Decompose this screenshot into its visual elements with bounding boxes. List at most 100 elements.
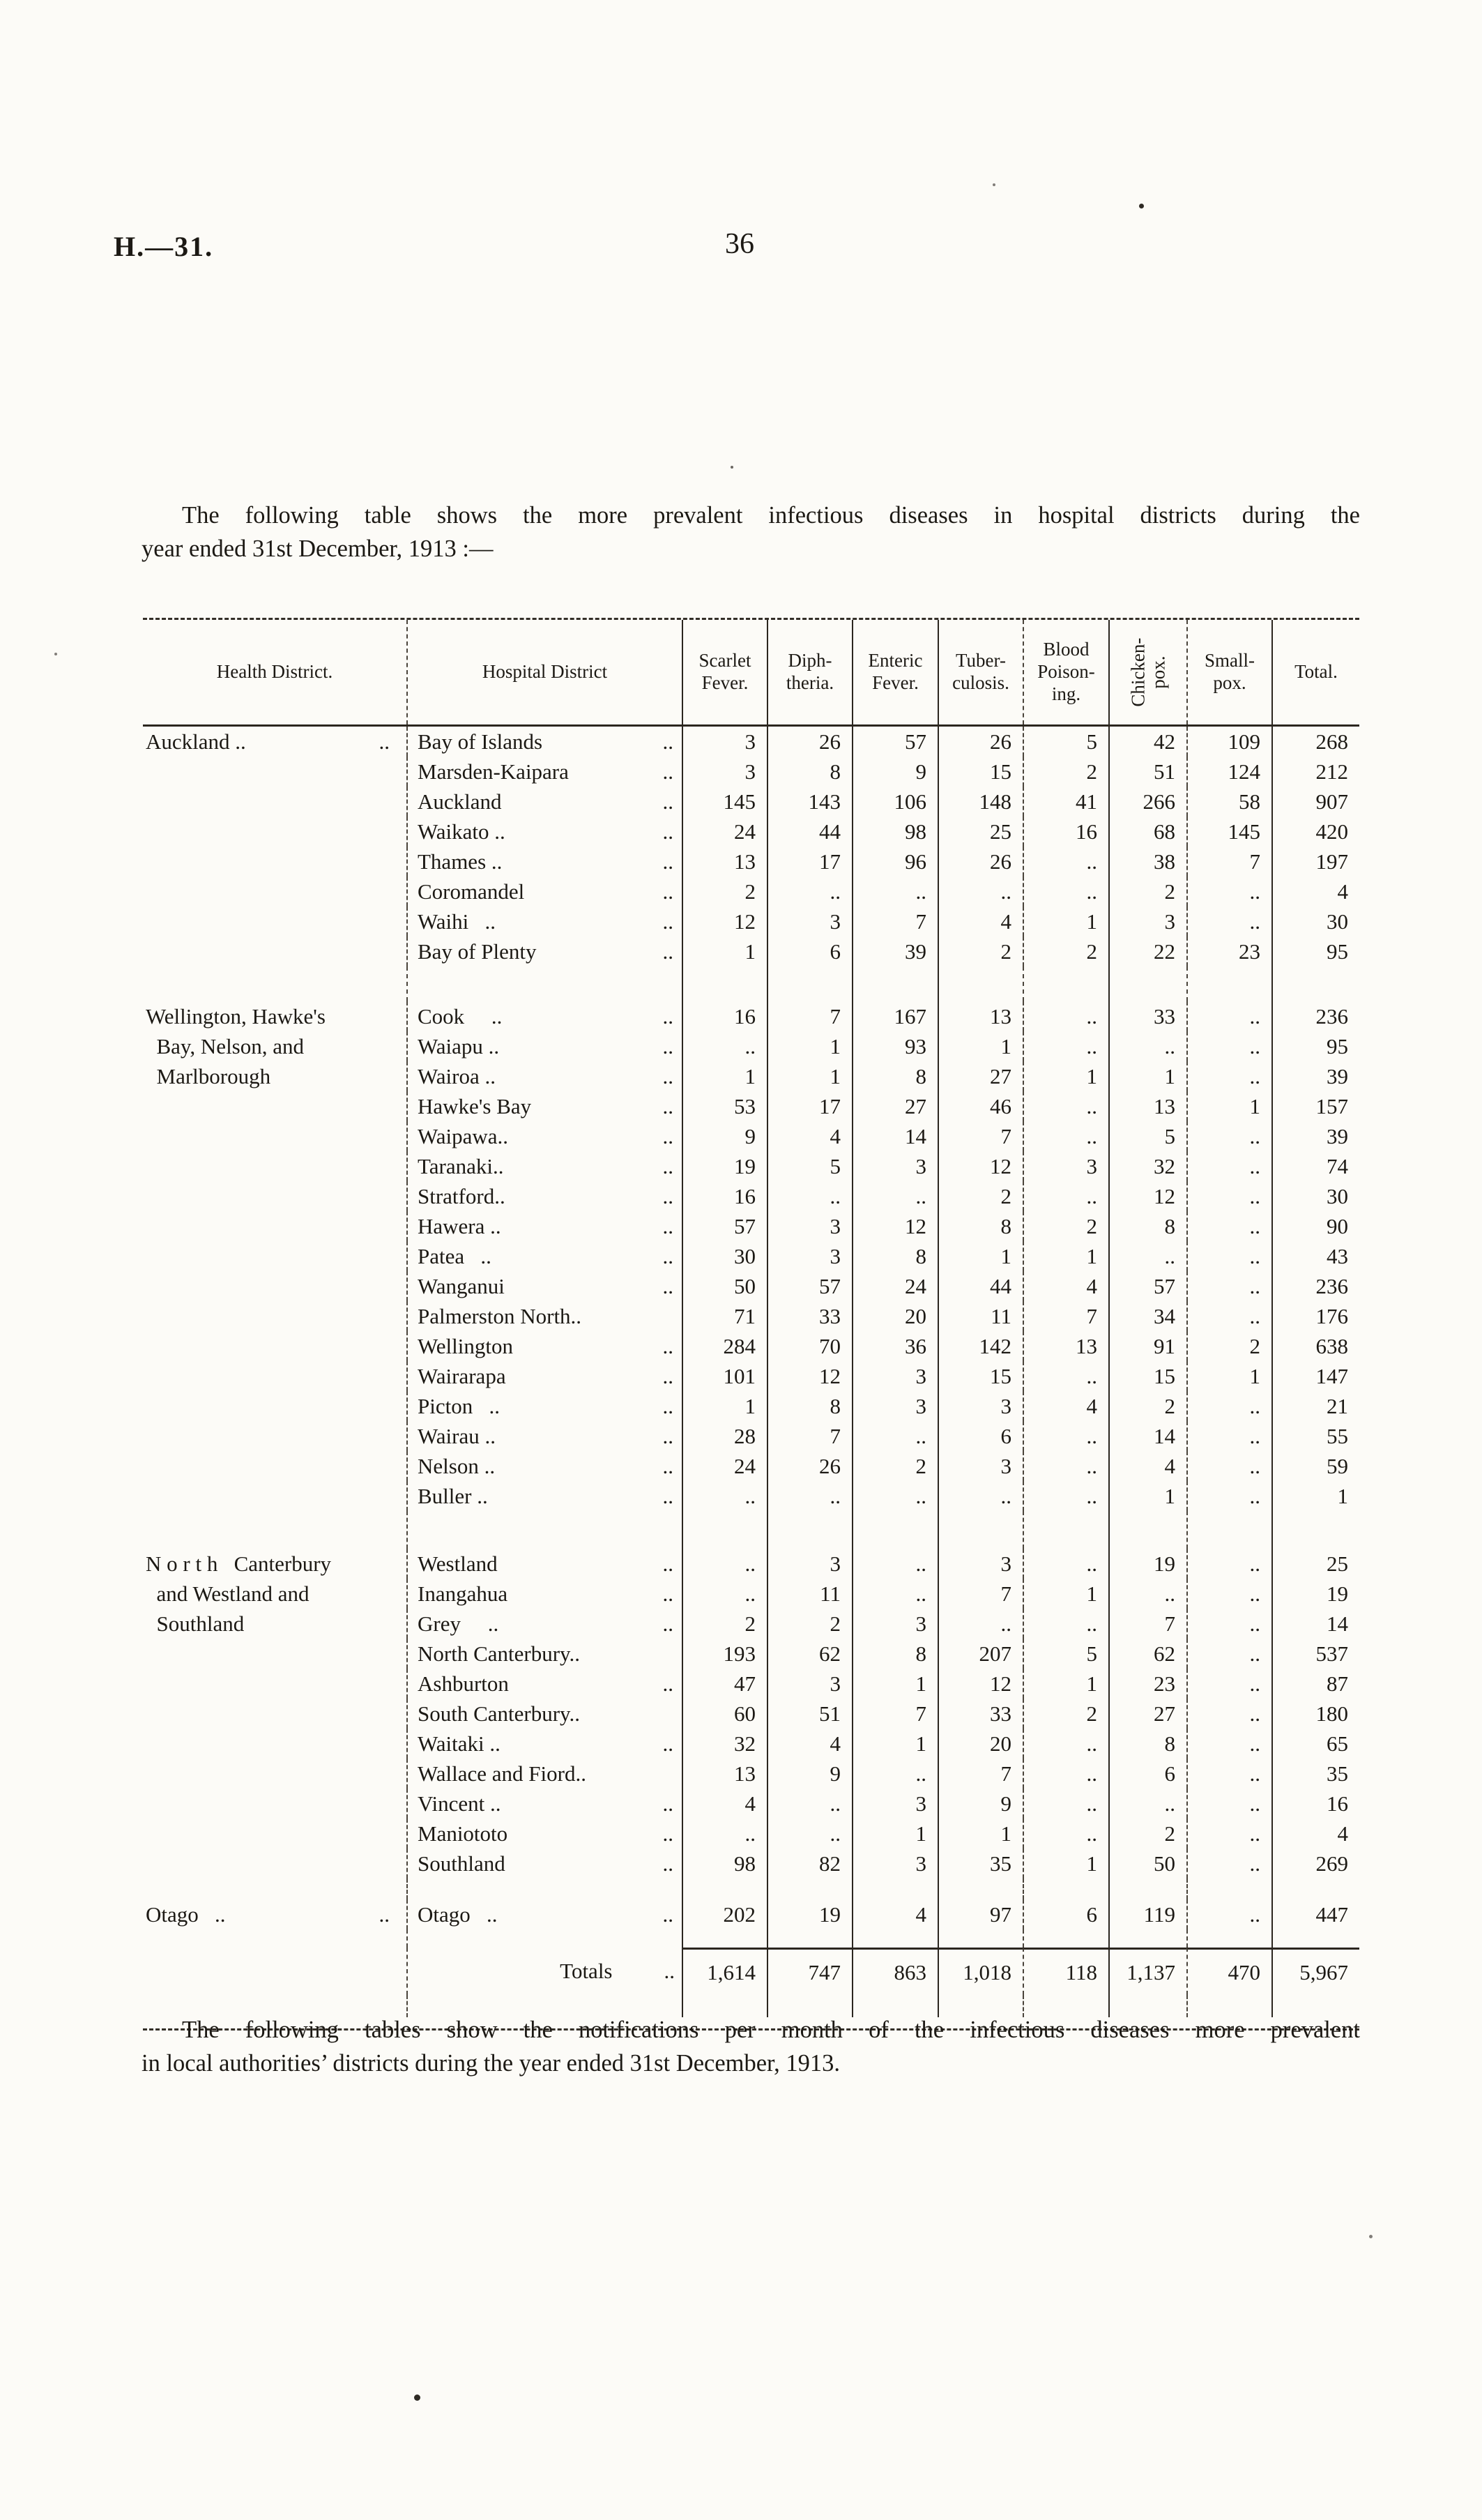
- value-cell: ..: [1186, 1639, 1271, 1669]
- table-row: and Westland and Inangahua .. .. 11 .. 7…: [143, 1579, 1359, 1609]
- value-cell: ..: [1023, 1481, 1108, 1511]
- value-cell: 2: [1023, 757, 1108, 787]
- value-cell: ..: [1186, 1301, 1271, 1331]
- value-cell: 7: [1108, 1609, 1186, 1639]
- table-row: Southland .. 98 82 3 35 1 50 .. 269: [143, 1849, 1359, 1878]
- health-district-cell: [143, 1121, 406, 1151]
- hospital-name: Waitaki ..: [418, 1731, 501, 1756]
- hospital-district-cell: Ashburton ..: [406, 1669, 682, 1699]
- value-cell: ..: [1023, 1819, 1108, 1849]
- hospital-name: Hawera ..: [418, 1213, 501, 1238]
- hospital-district-cell: [406, 1878, 682, 1899]
- scan-speck: [1139, 204, 1144, 208]
- value-cell: 4: [1271, 1819, 1359, 1849]
- value-cell: 27: [852, 1091, 938, 1121]
- health-district-cell: [143, 1819, 406, 1849]
- value-cell: 9: [938, 1789, 1023, 1819]
- value-cell: ..: [1186, 1211, 1271, 1241]
- value-cell: 1: [852, 1819, 938, 1849]
- hospital-district-cell: Thames .. ..: [406, 847, 682, 876]
- value-cell: ..: [1186, 1241, 1271, 1271]
- hospital-district-cell: Coromandel ..: [406, 876, 682, 906]
- table-row: Wallace and Fiord.. 13 9 .. 7 .. 6 .. 35: [143, 1759, 1359, 1789]
- hospital-name: Buller ..: [418, 1483, 488, 1508]
- value-cell: 3: [1108, 906, 1186, 936]
- value-cell: 23: [1108, 1669, 1186, 1699]
- hospital-district-cell: Waipawa.. ..: [406, 1121, 682, 1151]
- value-cell: 8: [852, 1061, 938, 1091]
- value-cell: [938, 1511, 1023, 1549]
- value-cell: ..: [1186, 1151, 1271, 1181]
- value-cell: 2: [938, 936, 1023, 966]
- value-cell: 14: [1271, 1609, 1359, 1639]
- hospital-name: Vincent ..: [418, 1791, 501, 1816]
- value-cell: [682, 1878, 767, 1899]
- value-cell: 5: [1023, 727, 1108, 757]
- value-cell: [852, 966, 938, 1001]
- hospital-dots: ..: [662, 1731, 674, 1756]
- hospital-dots: ..: [662, 1003, 674, 1029]
- hospital-name: Nelson ..: [418, 1453, 496, 1478]
- value-cell: 3: [852, 1849, 938, 1878]
- value-cell: 30: [682, 1241, 767, 1271]
- value-cell: ..: [1186, 906, 1271, 936]
- value-cell: 268: [1271, 727, 1359, 757]
- value-cell: 2: [938, 1181, 1023, 1211]
- value-cell: ..: [682, 1579, 767, 1609]
- value-cell: 65: [1271, 1729, 1359, 1759]
- value-cell: ..: [1023, 1091, 1108, 1121]
- value-cell: 7: [767, 1421, 852, 1451]
- health-district-text: Bay, Nelson, and: [146, 1033, 305, 1058]
- header-chickenpox-rotated-label: Chicken- pox.: [1126, 637, 1168, 707]
- table-row: Waipawa.. .. 9 4 14 7 .. 5 .. 39: [143, 1121, 1359, 1151]
- value-cell: [682, 1511, 767, 1549]
- table-row: [143, 966, 1359, 1001]
- value-cell: ..: [1108, 1579, 1186, 1609]
- value-cell: 3: [682, 727, 767, 757]
- value-cell: ..: [1023, 876, 1108, 906]
- value-cell: 7: [852, 1699, 938, 1729]
- value-cell: 43: [1271, 1241, 1359, 1271]
- value-cell: ..: [1108, 1031, 1186, 1061]
- totals-scarlet: 1,614: [682, 1948, 767, 1995]
- health-district-dots: ..: [379, 729, 390, 754]
- table-row: North Canterbury.. 193 62 8 207 5 62 .. …: [143, 1639, 1359, 1669]
- value-cell: 20: [938, 1729, 1023, 1759]
- table-row: Auckland .. 145 143 106 148 41 266 58 90…: [143, 787, 1359, 817]
- value-cell: 50: [1108, 1849, 1186, 1878]
- value-cell: ..: [938, 876, 1023, 906]
- value-cell: 53: [682, 1091, 767, 1121]
- value-cell: 57: [852, 727, 938, 757]
- health-district-text: Marlborough: [146, 1063, 271, 1088]
- value-cell: 36: [852, 1331, 938, 1361]
- value-cell: 145: [1186, 817, 1271, 847]
- value-cell: 28: [682, 1421, 767, 1451]
- table-row: [143, 1511, 1359, 1549]
- value-cell: ..: [852, 1549, 938, 1579]
- value-cell: [1186, 966, 1271, 1001]
- value-cell: 8: [852, 1639, 938, 1669]
- hospital-district-cell: South Canterbury..: [406, 1699, 682, 1729]
- hospital-district-cell: Nelson .. ..: [406, 1451, 682, 1481]
- hospital-name: Maniototo: [418, 1821, 508, 1846]
- header-smallpox: Small- pox.: [1186, 620, 1271, 724]
- health-district-cell: Southland: [143, 1609, 406, 1639]
- value-cell: 71: [682, 1301, 767, 1331]
- value-cell: ..: [1023, 1789, 1108, 1819]
- table-row: Picton .. .. 1 8 3 3 4 2 .. 21: [143, 1391, 1359, 1421]
- hospital-name: North Canterbury..: [418, 1641, 581, 1666]
- table-row: Wellington, Hawke's Cook .. .. 16 7 167 …: [143, 1001, 1359, 1031]
- table-row: Buller .. .. .. .. .. .. .. 1 .. 1: [143, 1481, 1359, 1511]
- value-cell: ..: [1186, 1451, 1271, 1481]
- value-cell: 33: [767, 1301, 852, 1331]
- health-district-cell: [143, 876, 406, 906]
- table-row: [143, 1878, 1359, 1899]
- value-cell: 58: [1186, 787, 1271, 817]
- table-row: Ashburton .. 47 3 1 12 1 23 .. 87: [143, 1669, 1359, 1699]
- hospital-dots: ..: [662, 1333, 674, 1358]
- value-cell: ..: [938, 1481, 1023, 1511]
- health-district-cell: and Westland and: [143, 1579, 406, 1609]
- value-cell: 4: [938, 906, 1023, 936]
- hospital-district-cell: Waikato .. ..: [406, 817, 682, 847]
- hospital-dots: ..: [662, 819, 674, 844]
